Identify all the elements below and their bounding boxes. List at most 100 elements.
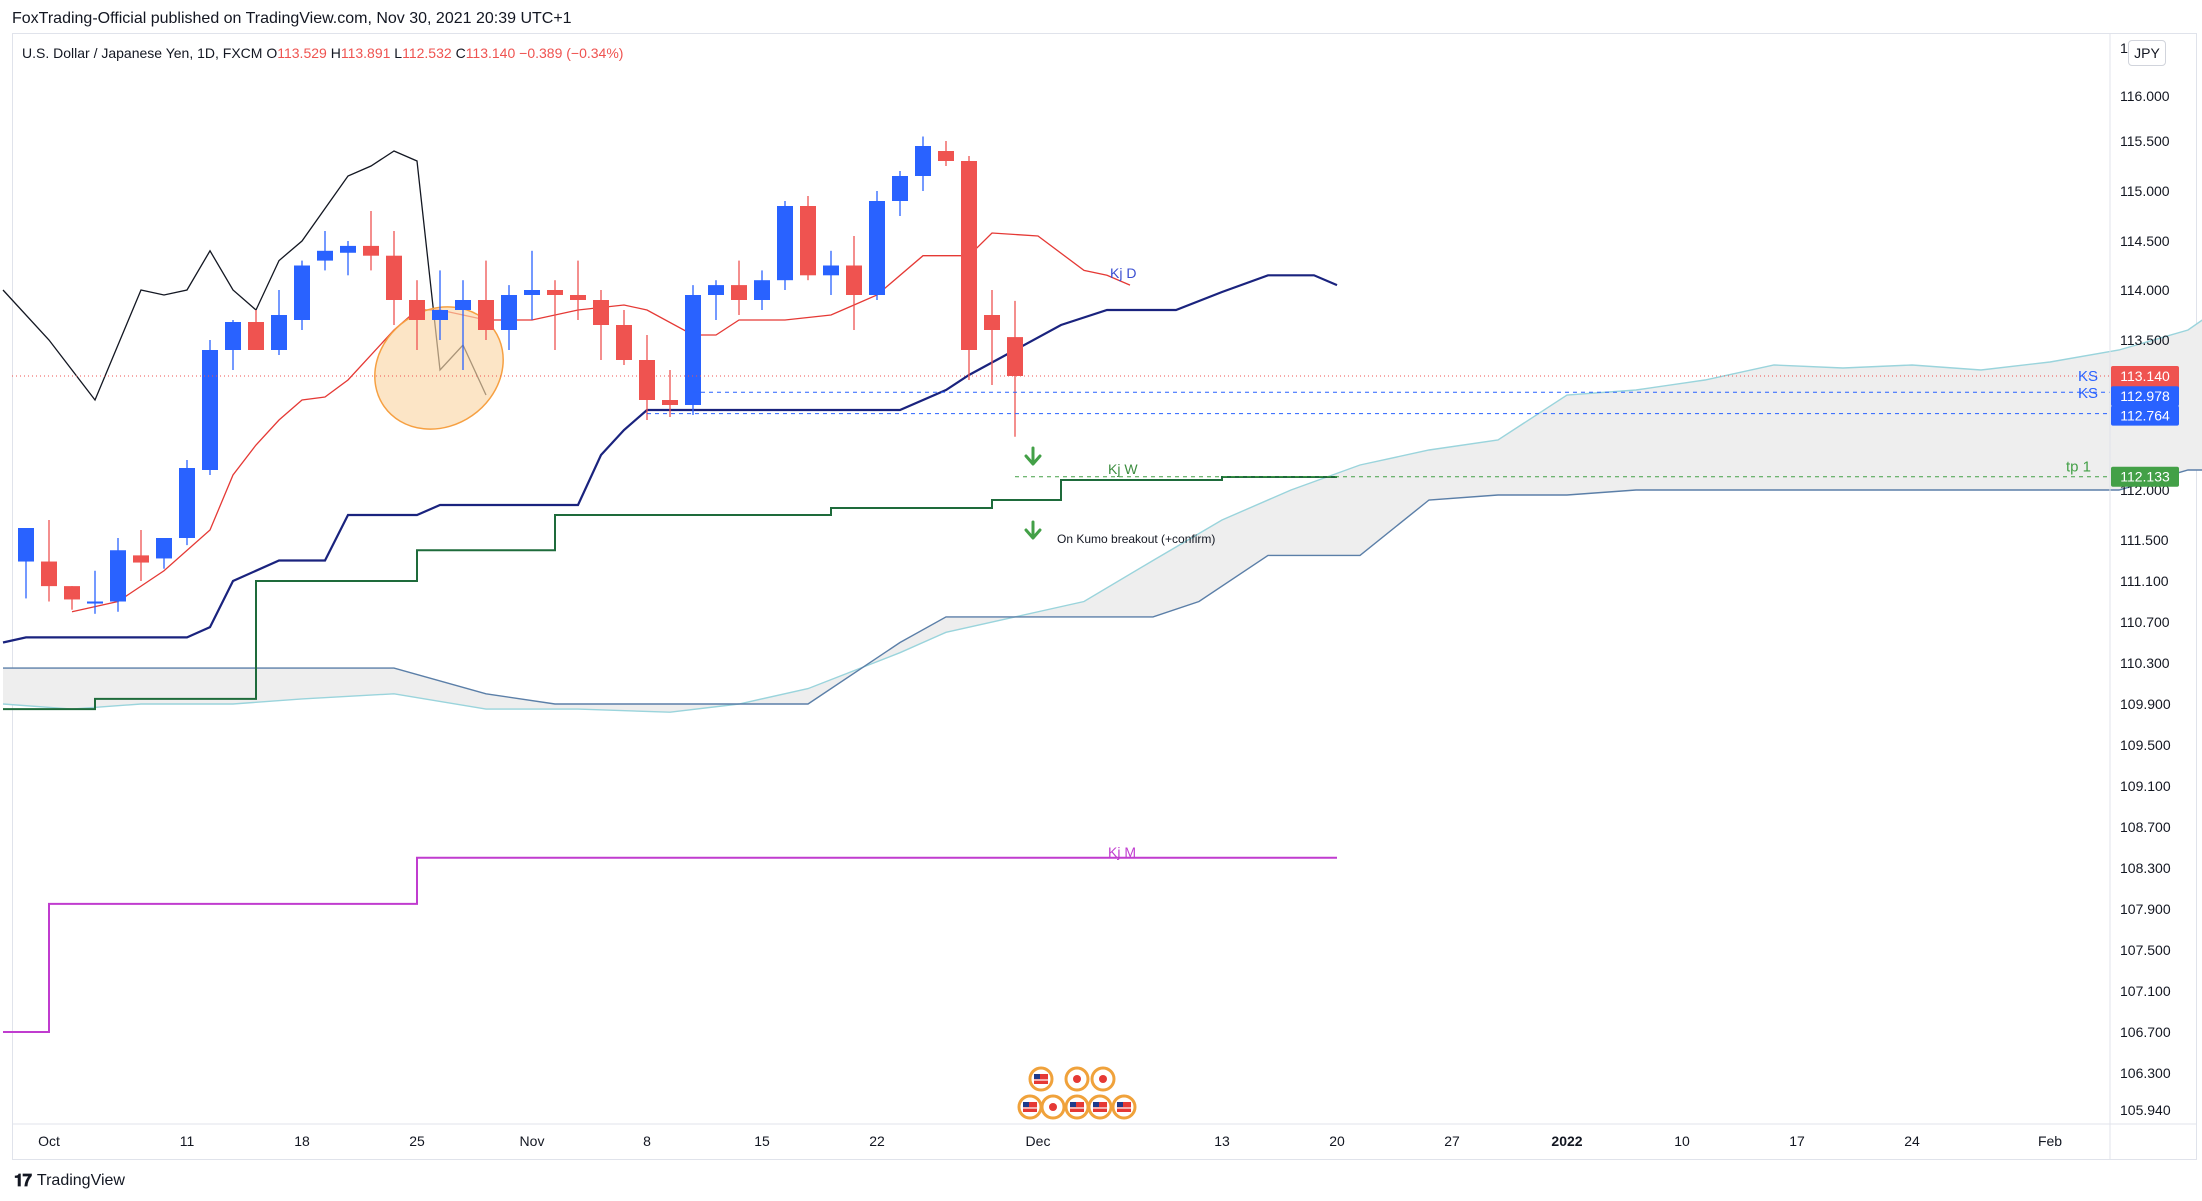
candle bbox=[271, 290, 287, 355]
japan-flag-icon bbox=[1049, 1103, 1057, 1111]
candle-body bbox=[938, 151, 954, 161]
publisher-line: FoxTrading-Official published on Trading… bbox=[12, 10, 572, 27]
legend-symbol: U.S. Dollar / Japanese Yen, 1D, FXCM bbox=[22, 45, 266, 61]
candle bbox=[248, 310, 264, 350]
legend-high-label: H bbox=[331, 45, 341, 61]
price-tag-value: 112.764 bbox=[2120, 408, 2170, 424]
candle-body bbox=[455, 300, 471, 310]
chikou-line bbox=[2, 150, 487, 402]
candle bbox=[961, 156, 977, 380]
candle-body bbox=[915, 146, 931, 176]
price-tick: 108.300 bbox=[2120, 860, 2171, 876]
candle bbox=[41, 520, 57, 602]
event-flag-icon bbox=[1064, 1094, 1090, 1120]
candle bbox=[478, 260, 494, 340]
highlight-ellipse bbox=[374, 306, 504, 430]
price-tag-value: 112.978 bbox=[2120, 388, 2170, 404]
price-axis: 116.000 115.500 115.000 114.500 114.000 113.5… bbox=[2109, 34, 2171, 1160]
kijun-weekly-line bbox=[3, 476, 1337, 711]
candle bbox=[777, 201, 793, 290]
time-tick: 24 bbox=[1904, 1133, 1920, 1149]
time-tick: Oct bbox=[38, 1133, 60, 1149]
cloud-fill bbox=[3, 320, 2202, 713]
candle bbox=[823, 250, 839, 295]
candle-body bbox=[18, 528, 34, 562]
ks-label-2: KS bbox=[2078, 385, 2098, 402]
legend-close: 113.140 bbox=[466, 45, 519, 61]
candle bbox=[294, 260, 310, 330]
candle bbox=[616, 310, 632, 365]
candle bbox=[409, 280, 425, 350]
time-axis: Oct 11 18 25 Nov 8 15 22 Dec 13 20 27 2022 10 17 24 Feb bbox=[12, 1123, 2196, 1149]
price-tick: 110.700 bbox=[2120, 614, 2170, 630]
currency-button[interactable]: JPY bbox=[2128, 40, 2166, 66]
tp-label: tp 1 bbox=[2066, 459, 2091, 476]
candle bbox=[754, 270, 770, 310]
candle-body bbox=[524, 290, 540, 295]
candle-body bbox=[87, 601, 103, 604]
signal-text: On Kumo breakout (+confirm) bbox=[1057, 532, 1215, 546]
legend-high: 113.891 bbox=[341, 45, 394, 61]
candle bbox=[432, 270, 448, 340]
time-tick: 11 bbox=[180, 1133, 195, 1149]
candle-body bbox=[846, 265, 862, 295]
candle-body bbox=[800, 206, 816, 276]
price-tick: 111.100 bbox=[2120, 573, 2169, 589]
candle-body bbox=[501, 295, 517, 330]
candle bbox=[133, 530, 149, 581]
time-tick: Dec bbox=[1026, 1133, 1051, 1149]
candle-body bbox=[340, 245, 356, 253]
legend-low: 112.532 bbox=[402, 45, 455, 61]
japan-flag-icon bbox=[1099, 1075, 1107, 1083]
us-flag-icon bbox=[1093, 1102, 1107, 1112]
candle bbox=[202, 340, 218, 475]
kijun-daily-line bbox=[2, 274, 1338, 644]
candle-body bbox=[662, 400, 678, 405]
time-tick: 17 bbox=[1789, 1133, 1805, 1149]
price-tick: 107.500 bbox=[2120, 942, 2171, 958]
candle bbox=[455, 280, 471, 370]
candle bbox=[662, 370, 678, 417]
price-tick: 110.300 bbox=[2120, 655, 2170, 671]
candle-body bbox=[708, 285, 724, 295]
legend-close-label: C bbox=[456, 45, 466, 61]
tradingview-mark-icon: 𝟏𝟕 bbox=[14, 1171, 32, 1190]
us-flag-icon bbox=[1070, 1102, 1084, 1112]
japan-flag-icon bbox=[1073, 1075, 1081, 1083]
tradingview-logo[interactable]: 𝟏𝟕 TradingView bbox=[14, 1171, 125, 1191]
candle bbox=[570, 260, 586, 320]
legend-line: U.S. Dollar / Japanese Yen, 1D, FXCM O11… bbox=[22, 45, 623, 61]
price-tag-value: 112.133 bbox=[2120, 469, 2170, 485]
candle-body bbox=[248, 322, 264, 350]
us-flag-icon bbox=[1117, 1102, 1131, 1112]
candle-body bbox=[754, 280, 770, 300]
price-tick: 114.000 bbox=[2120, 282, 2170, 298]
price-tag-bg bbox=[2111, 466, 2179, 487]
us-flag-canton bbox=[1117, 1102, 1123, 1107]
candle bbox=[18, 528, 34, 599]
price-tick: 115.500 bbox=[2120, 133, 2170, 149]
candle-body bbox=[547, 290, 563, 295]
event-flag-icon bbox=[1028, 1066, 1054, 1092]
candle-body bbox=[202, 350, 218, 470]
candle bbox=[524, 250, 540, 320]
time-tick: Nov bbox=[520, 1133, 545, 1149]
price-tag-value: 113.140 bbox=[2120, 368, 2170, 384]
price-tick: 111.500 bbox=[2120, 532, 2169, 548]
candle bbox=[846, 236, 862, 330]
legend-open: 113.529 bbox=[277, 45, 330, 61]
candle-body bbox=[639, 360, 655, 400]
event-flag-icon bbox=[1040, 1094, 1066, 1120]
candle bbox=[340, 241, 356, 276]
candle-body bbox=[777, 206, 793, 281]
candle bbox=[87, 570, 103, 614]
senkou-span-a-line bbox=[2, 319, 2202, 713]
candle-body bbox=[271, 315, 287, 350]
candle bbox=[363, 211, 379, 271]
us-flag-icon bbox=[1023, 1102, 1037, 1112]
time-tick: 15 bbox=[754, 1133, 770, 1149]
economic-events bbox=[1017, 1066, 1137, 1120]
candle-body bbox=[179, 468, 195, 538]
